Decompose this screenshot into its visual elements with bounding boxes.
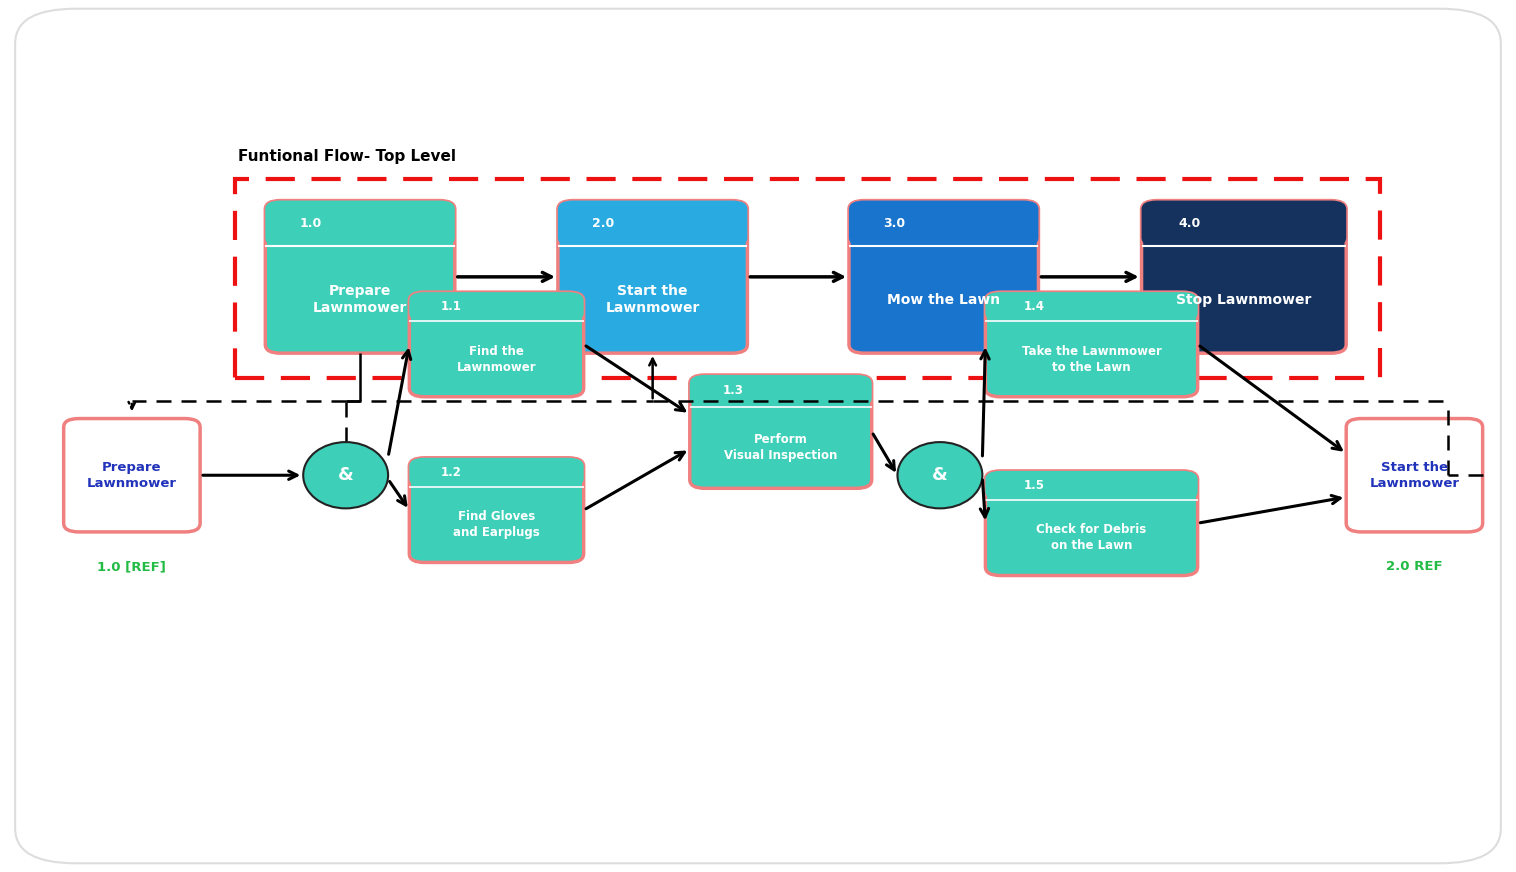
Text: 1.4: 1.4 bbox=[1023, 300, 1045, 313]
FancyBboxPatch shape bbox=[409, 458, 584, 562]
FancyBboxPatch shape bbox=[690, 375, 872, 488]
Text: Stop Lawnmower: Stop Lawnmower bbox=[1176, 293, 1311, 307]
Text: 1.3: 1.3 bbox=[723, 385, 743, 398]
FancyBboxPatch shape bbox=[985, 292, 1198, 322]
Text: 2.0 REF: 2.0 REF bbox=[1386, 561, 1443, 573]
FancyBboxPatch shape bbox=[558, 201, 747, 353]
Text: 1.0: 1.0 bbox=[299, 217, 321, 230]
Text: Check for Debris
on the Lawn: Check for Debris on the Lawn bbox=[1037, 523, 1146, 552]
Text: &: & bbox=[932, 467, 948, 484]
FancyBboxPatch shape bbox=[64, 419, 200, 532]
Text: Find Gloves
and Earplugs: Find Gloves and Earplugs bbox=[453, 510, 540, 539]
Text: Take the Lawnmower
to the Lawn: Take the Lawnmower to the Lawn bbox=[1022, 344, 1161, 373]
FancyBboxPatch shape bbox=[1142, 201, 1346, 246]
Text: 1.1: 1.1 bbox=[441, 300, 461, 313]
Ellipse shape bbox=[303, 442, 388, 508]
FancyBboxPatch shape bbox=[558, 201, 747, 246]
FancyBboxPatch shape bbox=[265, 201, 455, 353]
FancyBboxPatch shape bbox=[1142, 201, 1346, 353]
FancyBboxPatch shape bbox=[265, 201, 455, 246]
Text: Mow the Lawn: Mow the Lawn bbox=[887, 293, 1001, 307]
FancyBboxPatch shape bbox=[690, 375, 872, 406]
FancyBboxPatch shape bbox=[1346, 419, 1483, 532]
Text: Start the
Lawnmower: Start the Lawnmower bbox=[1369, 460, 1460, 490]
FancyBboxPatch shape bbox=[849, 201, 1038, 246]
Text: 1.0 [REF]: 1.0 [REF] bbox=[97, 561, 167, 573]
Text: 2.0: 2.0 bbox=[591, 217, 614, 230]
Text: &: & bbox=[338, 467, 353, 484]
Text: Prepare
Lawnmower: Prepare Lawnmower bbox=[86, 460, 177, 490]
Text: 1.2: 1.2 bbox=[441, 466, 461, 479]
Text: 1.5: 1.5 bbox=[1023, 479, 1045, 492]
Text: 3.0: 3.0 bbox=[882, 217, 905, 230]
FancyBboxPatch shape bbox=[985, 471, 1198, 501]
FancyBboxPatch shape bbox=[409, 292, 584, 322]
Text: Find the
Lawnmower: Find the Lawnmower bbox=[456, 344, 537, 373]
Text: Funtional Flow- Top Level: Funtional Flow- Top Level bbox=[238, 149, 456, 165]
FancyBboxPatch shape bbox=[409, 292, 584, 397]
FancyBboxPatch shape bbox=[409, 458, 584, 487]
Text: Start the
Lawnmower: Start the Lawnmower bbox=[605, 284, 700, 316]
FancyBboxPatch shape bbox=[985, 471, 1198, 576]
Text: 4.0: 4.0 bbox=[1178, 217, 1201, 230]
Text: Prepare
Lawnmower: Prepare Lawnmower bbox=[312, 284, 408, 316]
Ellipse shape bbox=[897, 442, 982, 508]
FancyBboxPatch shape bbox=[985, 292, 1198, 397]
FancyBboxPatch shape bbox=[849, 201, 1038, 353]
Text: Perform
Visual Inspection: Perform Visual Inspection bbox=[725, 433, 837, 462]
FancyBboxPatch shape bbox=[15, 9, 1501, 863]
